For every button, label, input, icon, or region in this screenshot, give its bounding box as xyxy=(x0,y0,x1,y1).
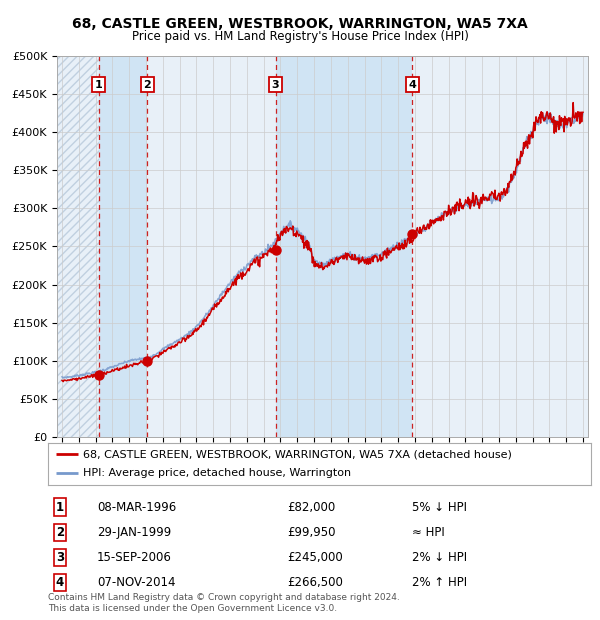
Text: 2% ↓ HPI: 2% ↓ HPI xyxy=(412,551,467,564)
Bar xyxy=(57,56,98,437)
Text: £82,000: £82,000 xyxy=(287,500,335,513)
Text: 68, CASTLE GREEN, WESTBROOK, WARRINGTON, WA5 7XA (detached house): 68, CASTLE GREEN, WESTBROOK, WARRINGTON,… xyxy=(83,450,512,459)
Text: £245,000: £245,000 xyxy=(287,551,343,564)
Bar xyxy=(275,56,412,437)
Text: 68, CASTLE GREEN, WESTBROOK, WARRINGTON, WA5 7XA: 68, CASTLE GREEN, WESTBROOK, WARRINGTON,… xyxy=(72,17,528,32)
Text: 1: 1 xyxy=(56,500,64,513)
Text: 1: 1 xyxy=(95,80,103,90)
Text: 3: 3 xyxy=(272,80,280,90)
Text: HPI: Average price, detached house, Warrington: HPI: Average price, detached house, Warr… xyxy=(83,468,352,478)
Text: 2: 2 xyxy=(143,80,151,90)
Text: £99,950: £99,950 xyxy=(287,526,335,539)
Text: 29-JAN-1999: 29-JAN-1999 xyxy=(97,526,171,539)
Text: 2: 2 xyxy=(56,526,64,539)
Text: 4: 4 xyxy=(408,80,416,90)
Text: 5% ↓ HPI: 5% ↓ HPI xyxy=(412,500,467,513)
Text: 2% ↑ HPI: 2% ↑ HPI xyxy=(412,576,467,589)
Text: ≈ HPI: ≈ HPI xyxy=(412,526,445,539)
Text: 3: 3 xyxy=(56,551,64,564)
Text: £266,500: £266,500 xyxy=(287,576,343,589)
Text: Price paid vs. HM Land Registry's House Price Index (HPI): Price paid vs. HM Land Registry's House … xyxy=(131,30,469,43)
Text: 4: 4 xyxy=(56,576,64,589)
Text: 08-MAR-1996: 08-MAR-1996 xyxy=(97,500,176,513)
Text: 15-SEP-2006: 15-SEP-2006 xyxy=(97,551,172,564)
Text: Contains HM Land Registry data © Crown copyright and database right 2024.
This d: Contains HM Land Registry data © Crown c… xyxy=(48,593,400,613)
Text: 07-NOV-2014: 07-NOV-2014 xyxy=(97,576,175,589)
Bar xyxy=(98,56,148,437)
